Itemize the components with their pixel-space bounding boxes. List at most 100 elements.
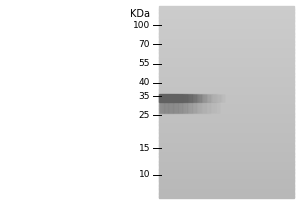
Bar xyxy=(159,33,294,35)
Bar xyxy=(217,94,218,102)
Bar xyxy=(180,94,181,102)
Bar xyxy=(159,51,294,53)
Bar xyxy=(201,102,202,113)
Bar xyxy=(159,9,294,11)
Bar xyxy=(159,57,294,59)
Bar xyxy=(171,102,172,113)
Bar xyxy=(187,102,188,113)
Bar xyxy=(159,54,294,56)
Bar xyxy=(202,94,203,102)
Bar xyxy=(159,70,294,72)
Bar xyxy=(159,84,294,86)
Bar xyxy=(159,185,294,187)
Bar xyxy=(159,24,294,26)
Bar xyxy=(205,94,206,102)
Bar xyxy=(159,180,294,182)
Bar xyxy=(159,68,294,70)
Bar xyxy=(159,160,294,162)
Bar xyxy=(159,46,294,48)
Bar xyxy=(159,49,294,51)
Bar xyxy=(159,52,294,54)
Bar xyxy=(180,102,181,113)
Bar xyxy=(159,11,294,13)
Bar xyxy=(159,83,294,85)
Bar xyxy=(159,153,294,155)
Bar xyxy=(195,102,196,113)
Bar xyxy=(159,86,294,88)
Bar xyxy=(159,152,294,154)
Bar xyxy=(193,94,194,102)
Text: 55: 55 xyxy=(139,59,150,68)
Bar xyxy=(159,96,294,98)
Bar xyxy=(159,171,294,173)
Bar xyxy=(217,102,218,113)
Bar xyxy=(159,25,294,27)
Bar xyxy=(210,102,211,113)
Bar xyxy=(159,12,294,14)
Bar xyxy=(159,75,294,77)
Bar xyxy=(159,158,294,160)
Bar xyxy=(178,94,179,102)
Bar xyxy=(207,102,208,113)
Bar xyxy=(161,94,162,102)
Bar xyxy=(177,102,178,113)
Bar xyxy=(174,102,175,113)
Bar xyxy=(185,102,186,113)
Bar xyxy=(161,102,162,113)
Bar xyxy=(159,102,160,113)
Bar xyxy=(160,102,161,113)
Bar xyxy=(159,78,294,80)
Bar xyxy=(223,94,224,102)
Bar xyxy=(159,179,294,181)
Bar xyxy=(164,94,165,102)
Bar xyxy=(159,116,294,118)
Bar xyxy=(183,94,184,102)
Bar xyxy=(219,94,220,102)
Bar xyxy=(159,64,294,66)
Bar xyxy=(189,102,190,113)
Bar xyxy=(194,102,195,113)
Bar xyxy=(159,192,294,194)
Bar xyxy=(159,108,294,110)
Bar xyxy=(159,123,294,125)
Bar xyxy=(198,102,199,113)
Bar xyxy=(159,105,294,107)
Bar xyxy=(216,102,217,113)
Bar xyxy=(159,168,294,170)
Bar xyxy=(159,142,294,144)
Bar xyxy=(159,177,294,179)
Bar xyxy=(159,73,294,75)
Bar xyxy=(209,102,210,113)
Bar xyxy=(159,126,294,128)
Text: 40: 40 xyxy=(139,78,150,87)
Bar xyxy=(175,94,176,102)
Bar xyxy=(201,94,202,102)
Bar xyxy=(188,94,189,102)
Bar xyxy=(159,41,294,43)
Bar xyxy=(159,17,294,19)
Bar xyxy=(164,102,165,113)
Bar xyxy=(204,94,205,102)
Bar xyxy=(159,48,294,50)
Bar xyxy=(159,112,294,114)
Bar xyxy=(184,94,185,102)
Bar xyxy=(186,102,187,113)
Text: 70: 70 xyxy=(139,40,150,49)
Bar xyxy=(174,94,175,102)
Bar xyxy=(218,102,219,113)
Text: 15: 15 xyxy=(139,144,150,153)
Bar xyxy=(159,76,294,78)
Bar xyxy=(170,102,171,113)
Bar xyxy=(159,174,294,176)
Bar xyxy=(210,94,211,102)
Bar xyxy=(191,102,192,113)
Bar xyxy=(184,102,185,113)
Bar xyxy=(159,67,294,69)
Bar xyxy=(200,102,201,113)
Bar xyxy=(159,137,294,139)
Text: 100: 100 xyxy=(133,21,150,30)
Bar xyxy=(172,102,173,113)
Bar xyxy=(159,190,294,192)
Text: 25: 25 xyxy=(139,111,150,120)
Bar xyxy=(207,94,208,102)
